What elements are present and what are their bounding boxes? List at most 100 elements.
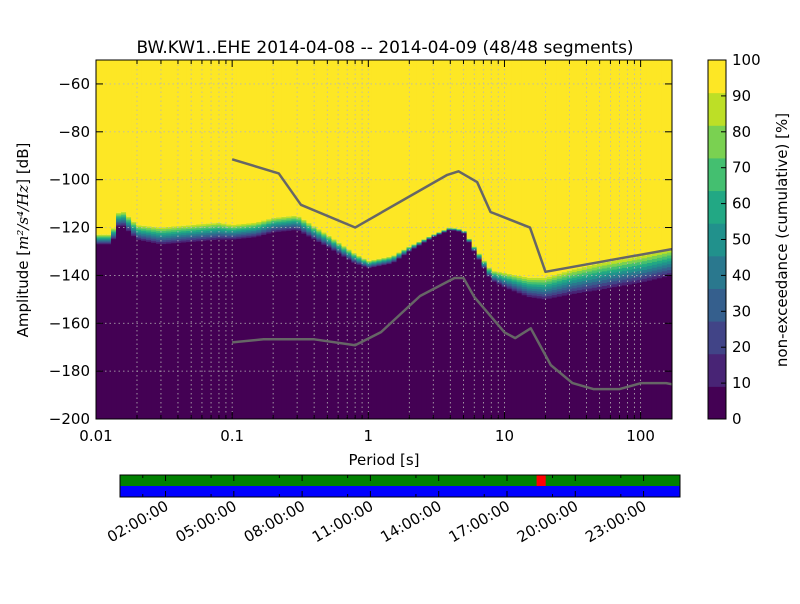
heatmap-cell (131, 223, 137, 226)
heatmap-cell (426, 60, 433, 237)
heatmap-cell (261, 225, 267, 228)
heatmap-cell (511, 282, 518, 285)
heatmap-cell (481, 267, 488, 269)
heatmap-cell (356, 259, 363, 262)
heatmap-cell (311, 236, 317, 239)
heatmap-cell (306, 233, 312, 236)
heatmap-cell (591, 276, 598, 280)
heatmap-cell (106, 240, 112, 242)
heatmap-cell (656, 260, 663, 265)
heatmap-cell (361, 265, 368, 268)
heatmap-cell (381, 258, 388, 260)
heatmap-cell (576, 284, 583, 288)
heatmap-cell (256, 222, 262, 224)
heatmap-cell (246, 237, 252, 419)
heatmap-cell (386, 256, 393, 259)
heatmap-cell (101, 243, 107, 245)
heatmap-cell (121, 215, 127, 218)
heatmap-cell (436, 60, 443, 233)
heatmap-cell (111, 234, 117, 236)
heatmap-cell (656, 254, 663, 259)
heatmap-cell (236, 234, 242, 237)
heatmap-cell (466, 242, 473, 419)
heatmap-cell (631, 277, 638, 282)
heatmap-cell (121, 221, 127, 224)
heatmap-cell (396, 254, 403, 256)
heatmap-cell (286, 224, 292, 227)
heatmap-cell (321, 239, 327, 242)
heatmap-cell (326, 241, 333, 243)
heatmap-cell (291, 225, 297, 228)
coverage-data-row (120, 475, 680, 486)
heatmap-cell (241, 236, 247, 239)
heatmap-cell (576, 276, 583, 280)
y-tick-label: −60 (58, 75, 90, 93)
heatmap-cell (656, 60, 663, 252)
heatmap-cell (646, 60, 653, 255)
heatmap-cell (136, 226, 142, 229)
heatmap-cell (236, 237, 242, 240)
heatmap-cell (496, 280, 503, 283)
heatmap-cell (261, 233, 267, 236)
heatmap-cell (591, 60, 598, 265)
heatmap-cell (181, 238, 187, 242)
heatmap-cell (151, 237, 157, 240)
heatmap-cell (301, 230, 307, 233)
heatmap-cell (161, 229, 167, 232)
coverage-frame (119, 474, 681, 498)
heatmap-cell (506, 284, 513, 287)
heatmap-cell (356, 257, 363, 260)
heatmap-cell (361, 258, 368, 260)
heatmap-cell (166, 236, 172, 239)
heatmap-cell (271, 229, 277, 232)
heatmap-cell (506, 287, 513, 290)
heatmap-cell (336, 247, 343, 250)
heatmap-cell (621, 285, 628, 419)
heatmap-cell (606, 279, 613, 283)
heatmap-cell (411, 60, 418, 245)
heatmap-cell (381, 261, 388, 263)
heatmap-cell (446, 60, 453, 229)
heatmap-cell (511, 274, 518, 278)
heatmap-cell (291, 222, 297, 225)
heatmap-cell (226, 237, 232, 240)
heatmap-cell (656, 251, 663, 256)
heatmap-cell (411, 244, 418, 246)
heatmap-cell (661, 259, 668, 263)
heatmap-cell (376, 265, 383, 267)
heatmap-cell (571, 285, 578, 289)
heatmap-cell (301, 225, 307, 228)
heatmap-cell (341, 247, 348, 249)
heatmap-cell (521, 283, 528, 286)
heatmap-cell (636, 276, 643, 281)
heatmap-cell (546, 296, 553, 299)
heatmap-cell (241, 223, 247, 226)
heatmap-cell (631, 260, 638, 264)
heatmap-cell (646, 257, 653, 261)
heatmap-cell (506, 280, 513, 283)
heatmap-cell (566, 286, 573, 290)
heatmap-cell (356, 258, 363, 261)
heatmap-cell (261, 60, 267, 221)
heatmap-cell (571, 274, 578, 278)
heatmap-cell (391, 256, 398, 258)
heatmap-cell (231, 236, 237, 239)
heatmap-cell (381, 264, 388, 266)
heatmap-cell (581, 289, 588, 293)
heatmap-cell (606, 282, 613, 286)
heatmap-cell (301, 222, 307, 225)
heatmap-cell (471, 248, 478, 250)
heatmap-cell (371, 261, 378, 263)
heatmap-cell (491, 274, 498, 277)
heatmap-cell (256, 236, 262, 419)
heatmap-cell (201, 231, 207, 234)
heatmap-cell (661, 262, 668, 266)
heatmap-cell (346, 257, 353, 259)
heatmap-cell (291, 60, 297, 216)
heatmap-cell (231, 60, 237, 225)
heatmap-cell (201, 233, 207, 236)
heatmap-cell (551, 287, 558, 291)
heatmap-cell (376, 259, 383, 261)
heatmap-cell (646, 280, 653, 419)
